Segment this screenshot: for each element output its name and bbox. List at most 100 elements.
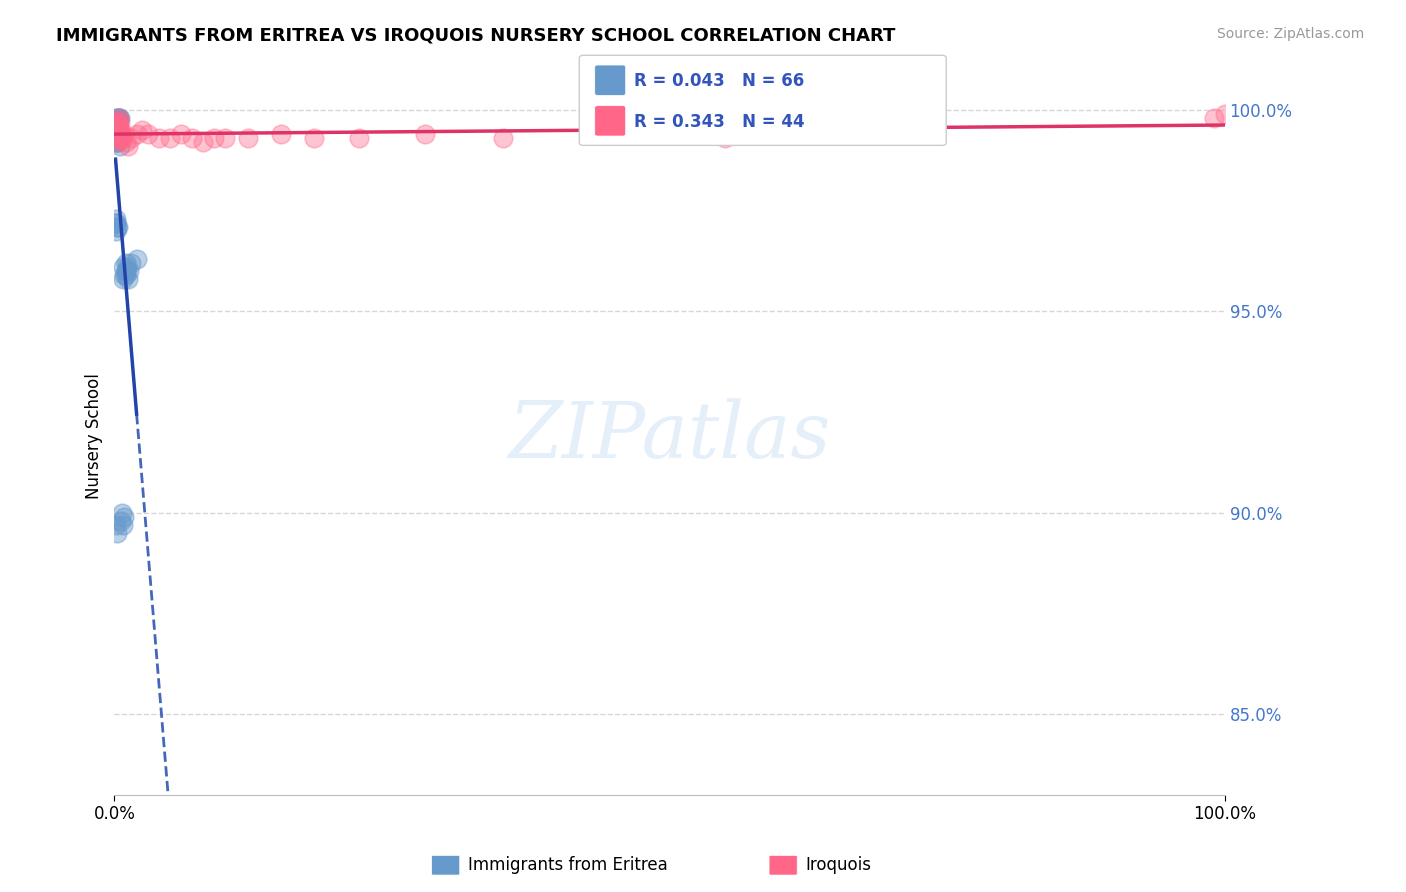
Point <box>492 131 515 145</box>
Point <box>108 139 131 153</box>
Point <box>413 127 436 141</box>
Point <box>104 127 127 141</box>
Point <box>110 131 132 145</box>
Point <box>110 127 132 141</box>
Point <box>104 127 127 141</box>
Point <box>112 272 135 286</box>
Y-axis label: Nursery School: Nursery School <box>86 374 103 500</box>
Point <box>105 115 128 129</box>
Point <box>104 131 127 145</box>
Point <box>108 111 131 125</box>
Point <box>120 131 142 145</box>
Point <box>104 115 127 129</box>
Point <box>105 219 128 234</box>
Point <box>105 115 128 129</box>
Point <box>304 131 326 145</box>
Text: Source: ZipAtlas.com: Source: ZipAtlas.com <box>1216 27 1364 41</box>
Point <box>114 268 136 282</box>
Point <box>112 260 135 274</box>
Point <box>118 264 141 278</box>
Point <box>136 127 159 141</box>
Point <box>107 111 129 125</box>
Text: Immigrants from Eritrea: Immigrants from Eritrea <box>468 856 668 874</box>
Point <box>117 272 139 286</box>
Point <box>104 224 127 238</box>
Point <box>110 514 132 528</box>
Point <box>112 509 135 524</box>
Point <box>104 115 127 129</box>
Point <box>714 131 737 145</box>
Point <box>104 119 127 133</box>
Point <box>107 119 129 133</box>
Point <box>148 131 170 145</box>
Point <box>105 115 128 129</box>
Point <box>105 135 128 149</box>
Point <box>105 123 128 137</box>
Point <box>603 127 626 141</box>
Point <box>104 216 127 230</box>
Point <box>107 119 129 133</box>
Point <box>131 123 153 137</box>
Point <box>117 139 139 153</box>
Point <box>104 119 127 133</box>
Point <box>104 119 127 133</box>
Point <box>114 264 136 278</box>
Point <box>181 131 204 145</box>
Point <box>107 115 129 129</box>
Point <box>107 131 129 145</box>
Point <box>105 115 128 129</box>
Point <box>214 131 236 145</box>
Text: ZIPatlas: ZIPatlas <box>509 398 831 475</box>
Point <box>105 123 128 137</box>
Point <box>108 111 131 125</box>
Point <box>112 268 135 282</box>
Point <box>1202 111 1225 125</box>
Point <box>104 135 127 149</box>
Point <box>108 111 131 125</box>
Point <box>112 131 135 145</box>
Text: IMMIGRANTS FROM ERITREA VS IROQUOIS NURSERY SCHOOL CORRELATION CHART: IMMIGRANTS FROM ERITREA VS IROQUOIS NURS… <box>56 27 896 45</box>
Point <box>120 256 142 270</box>
Point <box>202 131 225 145</box>
Point <box>112 127 135 141</box>
Point <box>114 256 136 270</box>
Point <box>104 216 127 230</box>
Point <box>111 506 134 520</box>
Point <box>114 135 136 149</box>
Point <box>104 518 127 533</box>
Point <box>1213 106 1236 120</box>
Point <box>104 119 127 133</box>
Point <box>108 115 131 129</box>
Point <box>104 123 127 137</box>
Point <box>111 127 134 141</box>
Point <box>114 264 136 278</box>
Point <box>104 115 127 129</box>
Point <box>825 127 848 141</box>
Point <box>107 119 129 133</box>
Point <box>107 111 129 125</box>
Point <box>115 260 138 274</box>
Point <box>105 115 128 129</box>
Point <box>105 115 128 129</box>
Point <box>105 115 128 129</box>
Point <box>104 119 127 133</box>
Point <box>193 135 215 149</box>
Point <box>104 115 127 129</box>
Text: R = 0.343   N = 44: R = 0.343 N = 44 <box>634 112 804 130</box>
Point <box>107 219 129 234</box>
Point <box>104 119 127 133</box>
Point <box>105 127 128 141</box>
Point <box>107 131 129 145</box>
Point <box>347 131 370 145</box>
Point <box>170 127 193 141</box>
Point <box>105 115 128 129</box>
Point <box>125 252 148 266</box>
Point <box>104 123 127 137</box>
Point <box>125 127 148 141</box>
Text: R = 0.043   N = 66: R = 0.043 N = 66 <box>634 72 804 90</box>
Point <box>105 135 128 149</box>
Point <box>270 127 292 141</box>
Point <box>108 131 131 145</box>
Point <box>105 526 128 541</box>
Point <box>104 211 127 226</box>
